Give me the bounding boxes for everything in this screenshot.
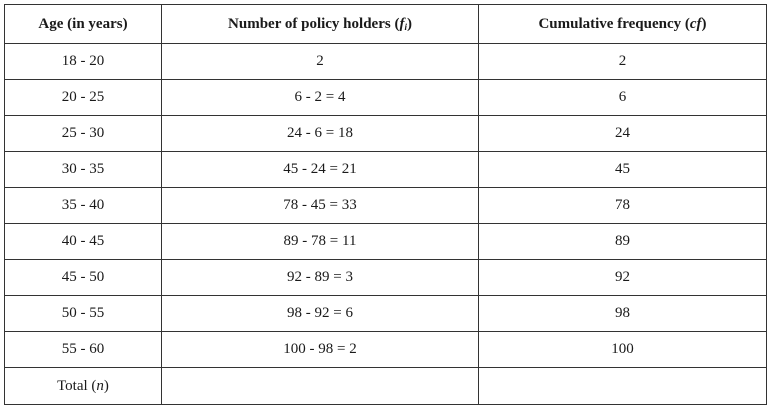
cf-cell: 92 [478,259,767,296]
total-cf-cell [478,367,767,405]
table-row: 18 - 20 2 2 [4,43,767,80]
cf-cell: 6 [478,79,767,116]
header-policy-holders: Number of policy holders (fi) [161,4,479,44]
table-row: 30 - 35 45 - 24 = 21 45 [4,151,767,188]
cf-cell: 98 [478,295,767,332]
header-cumulative-frequency: Cumulative frequency (cf) [478,4,767,44]
table-row: 25 - 30 24 - 6 = 18 24 [4,115,767,152]
total-label-cell: Total (n) [4,367,162,405]
holders-cell: 100 - 98 = 2 [161,331,479,368]
holders-cell: 98 - 92 = 6 [161,295,479,332]
total-label-var: n [96,377,104,394]
cf-cell: 78 [478,187,767,224]
header-age-label: Age (in years) [38,15,128,32]
header-row: Age (in years) Number of policy holders … [4,4,767,44]
header-cf-var: cf [689,15,702,32]
table-row: 55 - 60 100 - 98 = 2 100 [4,331,767,368]
table-header: Age (in years) Number of policy holders … [4,4,767,44]
holders-cell: 92 - 89 = 3 [161,259,479,296]
holders-cell: 78 - 45 = 33 [161,187,479,224]
total-label-prefix: Total ( [57,377,97,394]
age-cell: 18 - 20 [4,43,162,80]
header-cf-prefix: Cumulative frequency ( [538,15,690,32]
holders-cell: 2 [161,43,479,80]
age-cell: 55 - 60 [4,331,162,368]
age-cell: 25 - 30 [4,115,162,152]
age-cell: 40 - 45 [4,223,162,260]
age-cell: 20 - 25 [4,79,162,116]
age-cell: 35 - 40 [4,187,162,224]
cf-cell: 24 [478,115,767,152]
frequency-table: Age (in years) Number of policy holders … [4,4,767,405]
age-cell: 45 - 50 [4,259,162,296]
total-holders-cell [161,367,479,405]
holders-cell: 6 - 2 = 4 [161,79,479,116]
cf-cell: 45 [478,151,767,188]
cf-cell: 89 [478,223,767,260]
table-row: 50 - 55 98 - 92 = 6 98 [4,295,767,332]
age-cell: 30 - 35 [4,151,162,188]
header-age: Age (in years) [4,4,162,44]
header-holders-prefix: Number of policy holders ( [228,15,400,32]
total-label-suffix: ) [103,377,109,394]
cf-cell: 100 [478,331,767,368]
header-cf-suffix: ) [701,15,707,32]
header-holders-suffix: ) [406,15,412,32]
table-body: 18 - 20 2 2 20 - 25 6 - 2 = 4 6 25 - 30 24 - 6 … [4,43,767,405]
header-holders-var: f [399,15,405,32]
holders-cell: 89 - 78 = 11 [161,223,479,260]
total-row: Total (n) [4,367,767,405]
age-cell: 50 - 55 [4,295,162,332]
holders-cell: 45 - 24 = 21 [161,151,479,188]
header-holders-sub: i [404,21,407,32]
table-row: 40 - 45 89 - 78 = 11 89 [4,223,767,260]
table-row: 45 - 50 92 - 89 = 3 92 [4,259,767,296]
holders-cell: 24 - 6 = 18 [161,115,479,152]
cf-cell: 2 [478,43,767,80]
table-row: 35 - 40 78 - 45 = 33 78 [4,187,767,224]
